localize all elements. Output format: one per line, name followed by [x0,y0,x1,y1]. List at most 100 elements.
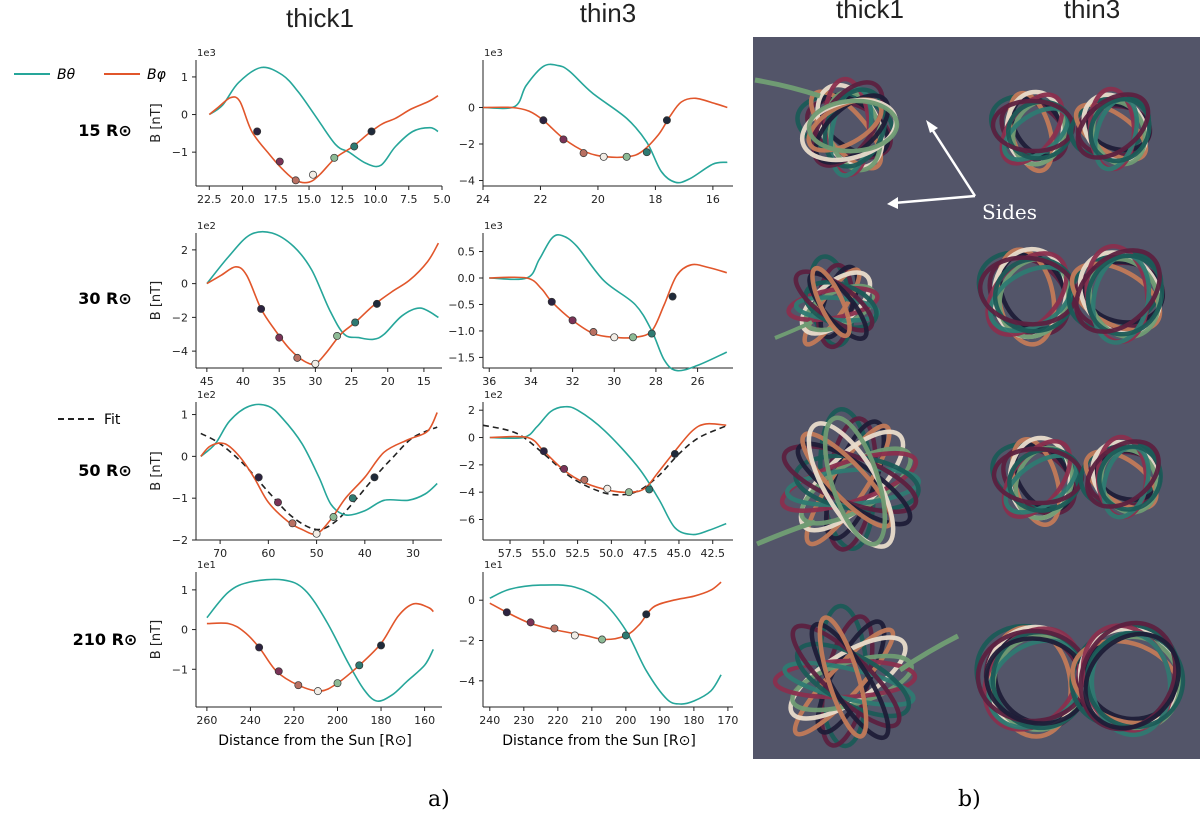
y-tick-label: −2 [459,138,475,151]
flux-rope-renders [754,76,1186,749]
series-btheta-line [489,234,728,372]
crossing-marker [291,176,300,185]
x-tick-label: 20 [591,193,605,206]
rope-render-thin3-50-left [990,435,1085,527]
x-tick-label: 200 [615,714,636,727]
rope-render-thin3-50-right [1078,434,1163,520]
series-btheta-line [489,405,727,536]
rope-loop [1069,261,1163,333]
series-bphi-line [208,95,439,184]
crossing-marker [377,641,385,650]
x-tick-label: 240 [479,714,500,727]
x-tick-label: 26 [691,375,705,388]
x-tick-label: 220 [547,714,568,727]
y-tick-label: 2 [468,404,475,417]
x-tick-label: 180 [683,714,704,727]
series-fit-line [482,424,727,496]
crossing-marker [670,449,679,458]
x-tick-label: 42.5 [700,547,725,560]
y-tick-label: 0 [468,101,475,114]
crossing-marker [275,333,284,342]
x-tick-label: 30 [406,547,420,560]
crossing-marker [550,624,559,633]
crossing-marker [329,513,338,521]
chart-r0c0: 22.5 20.0 17.5 15.0 12.5 10.0 7.5 5.0 1 0 −1 1e3 B [… [149,48,451,206]
column-header-thick1: thick1 [286,3,354,33]
crossing-marker [647,329,656,338]
crossing-marker [579,149,588,158]
x-tick-label: 17.5 [264,193,289,206]
x-tick-label: 35 [272,375,286,388]
x-tick-label: 34 [524,375,538,388]
x-tick-label: 160 [414,714,435,727]
crossing-marker [622,152,631,161]
x-tick-label: 30 [308,375,322,388]
crossing-marker [603,484,612,493]
y-tick-label: 0 [181,450,188,463]
crossing-marker [274,498,282,507]
crossing-marker [668,292,677,301]
crossing-marker [293,353,302,362]
crossing-marker [253,127,262,136]
x-axis-label-right: Distance from the Sun [R⊙] [502,733,696,749]
chart-r3c0: 260 240 220 200 180 160 1 0 −1 1e1 B [nT] [149,560,442,727]
x-tick-label: 15 [417,375,431,388]
axis-scale-label: 1e2 [197,390,216,401]
rope-tail [774,320,813,340]
row-label-30: 30 R⊙ [78,289,132,308]
series-btheta-line [206,578,435,702]
crossing-marker [570,631,579,640]
row-label-210: 210 R⊙ [73,630,138,649]
axis-scale-label: 1e1 [484,560,503,571]
row-label-15: 15 R⊙ [78,121,132,140]
rope-render-thick1-50 [779,406,922,552]
crossing-marker [311,359,320,368]
crossing-marker [598,635,606,644]
axis-scale-label: 1e2 [197,221,216,232]
crossing-marker [350,142,359,151]
crossing-marker [599,152,608,161]
crossing-marker [621,631,630,640]
y-tick-label: −4 [459,675,475,688]
crossing-marker [333,331,342,340]
x-tick-label: 52.5 [565,547,590,560]
crossing-marker [274,667,283,676]
crossing-marker [275,157,284,166]
y-axis-label: B [nT] [149,281,164,320]
rope-render-thin3-30-right [1066,243,1166,345]
x-tick-label: 180 [371,714,392,727]
y-tick-label: 0 [181,109,188,122]
rope-loop [782,660,916,708]
crossing-marker [372,299,381,308]
rope-loop [1085,439,1161,509]
crossing-marker [351,318,360,327]
rope-render-thin3-210-right [1069,620,1186,738]
sides-arrowhead-upper [926,120,938,133]
rope-loop [1075,92,1151,160]
rope-render-thick1-15 [795,76,900,178]
crossing-marker [294,681,303,690]
rope-loop [1083,631,1181,731]
crossing-marker [645,485,654,494]
x-tick-label: 45 [200,375,214,388]
legend-fit-label: Fit [104,412,121,428]
crossing-marker [560,465,569,473]
crossing-marker [610,333,619,342]
panel-letter-b: b) [958,787,981,812]
x-tick-label: 240 [240,714,261,727]
sides-arrow-upper [928,125,977,197]
y-tick-label: −2 [459,459,475,472]
x-tick-label: 57.5 [498,547,523,560]
x-tick-label: 200 [327,714,348,727]
rope-loop [1074,248,1162,334]
x-tick-label: 60 [261,547,275,560]
rope-render-thin3-15-left [988,89,1076,174]
x-tick-label: 5.0 [433,193,451,206]
rope-loop [822,415,888,547]
rope-render-thick1-30 [786,254,881,350]
crossing-marker [255,643,264,652]
x-tick-label: 25 [345,375,359,388]
x-tick-label: 30 [607,375,621,388]
series-btheta-line [208,66,439,168]
axis-scale-label: 1e3 [484,48,503,59]
